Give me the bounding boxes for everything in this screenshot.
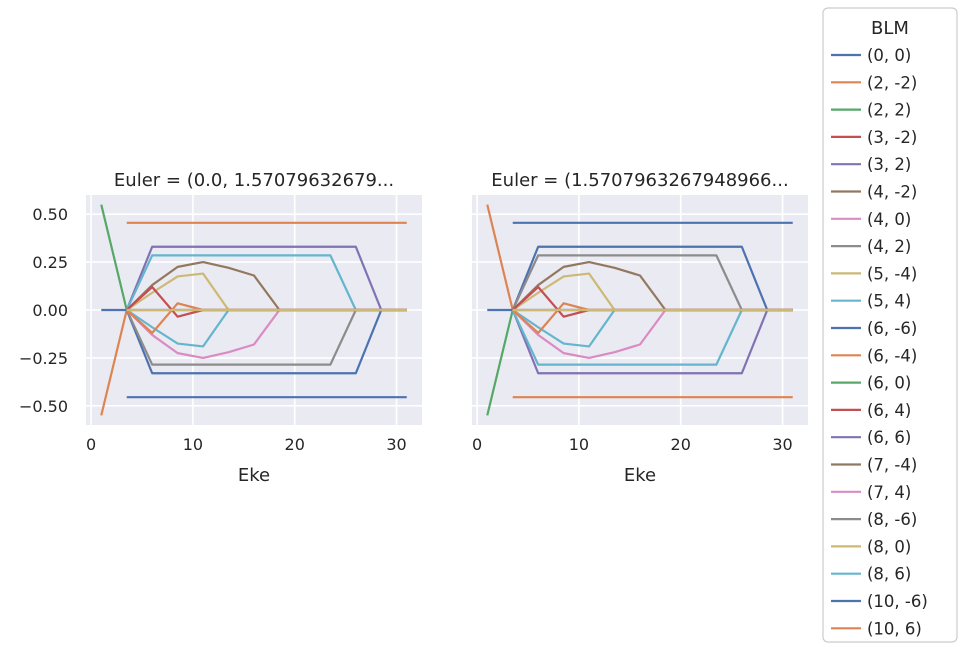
legend-label: (0, 0) (867, 46, 911, 65)
y-tick-label: −0.25 (19, 349, 68, 368)
legend-item: (6, 0) (831, 374, 911, 393)
legend-label: (3, -2) (867, 128, 917, 147)
series-line-2-2 (100, 204, 128, 311)
x-axis-label: Eke (624, 465, 656, 486)
legend-label: (2, -2) (867, 73, 917, 92)
series-line-4-2 (125, 260, 407, 312)
x-tick-label: 20 (671, 435, 691, 454)
y-tick-label: 0.25 (32, 253, 68, 272)
panel-title: Euler = (1.5707963267948966... (491, 170, 788, 191)
legend-label: (8, -6) (867, 510, 917, 529)
panel-title: Euler = (0.0, 1.57079632679... (114, 170, 394, 191)
series-line-4-0 (125, 308, 407, 360)
series-line-10-6 (486, 204, 514, 311)
legend-label: (4, -2) (867, 183, 917, 202)
x-axis-label: Eke (238, 465, 270, 486)
legend-item: (10, 6) (831, 619, 922, 638)
panel-2: 0 10 20 30 Euler = (1.5707963267948966... Eke (472, 170, 808, 486)
legend-label: (6, 0) (867, 374, 911, 393)
x-tick-label: 30 (386, 435, 406, 454)
series-line-2-2 (486, 309, 514, 416)
y-tick-label: 0.50 (32, 205, 68, 224)
legend-item: (8, -6) (831, 510, 917, 529)
legend-item: (5, -4) (831, 264, 917, 283)
legend-item: (7, 4) (831, 483, 911, 502)
legend-label: (6, -6) (867, 319, 917, 338)
legend-label: (6, 6) (867, 428, 911, 447)
legend-frame (822, 7, 958, 643)
legend-item: (4, -2) (831, 183, 917, 202)
legend-label: (2, 2) (867, 101, 911, 120)
legend-label: (5, -4) (867, 264, 917, 283)
x-tick-label: 0 (86, 435, 96, 454)
legend-item: (3, -2) (831, 128, 917, 147)
legend-label: (10, 6) (867, 619, 922, 638)
legend-item: (7, -4) (831, 456, 917, 475)
legend-item: (3, 2) (831, 155, 911, 174)
x-tick-label: 0 (472, 435, 482, 454)
panel-1: 0 10 20 30 0.50 0.25 0.00 −0.25 −0.50 Euler = (0.… (19, 170, 422, 486)
legend-label: (4, 2) (867, 237, 911, 256)
x-tick-label: 30 (772, 435, 792, 454)
legend-label: (3, 2) (867, 155, 911, 174)
legend-title: BLM (871, 18, 909, 39)
x-tick-label: 10 (183, 435, 203, 454)
legend-label: (5, 4) (867, 292, 911, 311)
legend-item: (5, 4) (831, 292, 911, 311)
legend-item: (2, 2) (831, 101, 911, 120)
legend-label: (7, 4) (867, 483, 911, 502)
legend-item: (6, 6) (831, 428, 911, 447)
legend-item: (10, -6) (831, 592, 928, 611)
legend-label: (4, 0) (867, 210, 911, 229)
legend-item: (0, 0) (831, 46, 911, 65)
legend-label: (8, 0) (867, 537, 911, 556)
x-tick-label: 10 (569, 435, 589, 454)
legend-item: (4, 2) (831, 237, 911, 256)
series-line-4-0 (511, 308, 793, 360)
legend: BLM (0, 0) (2, -2) (2, 2) (3, -2) (3, 2) (4, -… (822, 7, 958, 643)
y-tick-label: 0.00 (32, 301, 68, 320)
legend-item: (6, -4) (831, 346, 917, 365)
legend-item: (8, 0) (831, 537, 911, 556)
legend-item: (8, 6) (831, 565, 911, 584)
legend-item: (4, 0) (831, 210, 911, 229)
y-tick-label: −0.50 (19, 397, 68, 416)
legend-item: (2, -2) (831, 73, 917, 92)
legend-label: (10, -6) (867, 592, 928, 611)
legend-item: (6, -6) (831, 319, 917, 338)
series-line-4-2 (511, 260, 793, 312)
legend-label: (6, 4) (867, 401, 911, 420)
legend-label: (8, 6) (867, 565, 911, 584)
x-tick-label: 20 (285, 435, 305, 454)
series-line-2-2 (100, 309, 128, 416)
legend-label: (6, -4) (867, 346, 917, 365)
legend-label: (7, -4) (867, 456, 917, 475)
series-group (100, 204, 407, 416)
series-group (486, 204, 793, 416)
legend-item: (6, 4) (831, 401, 911, 420)
